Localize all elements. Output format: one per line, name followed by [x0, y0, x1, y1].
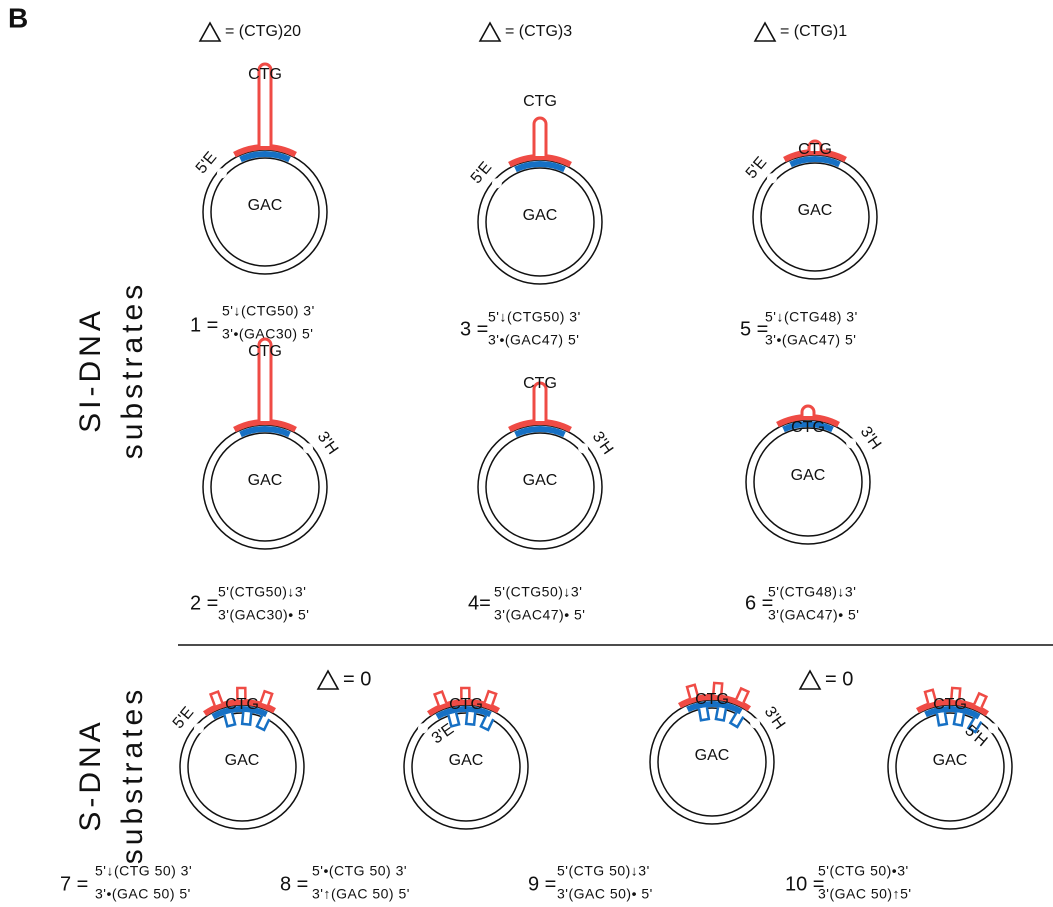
nick	[767, 173, 777, 183]
top-sequence: 5'↓(CTG 50) 3'	[95, 863, 192, 879]
nick	[846, 438, 856, 448]
complement-loop	[224, 713, 235, 727]
bottom-sequence: 3'(GAC47)• 5'	[494, 607, 585, 623]
repeat-label: CTG	[798, 141, 832, 158]
repeat-label: CTG	[449, 696, 483, 713]
delta-label: = 0	[825, 668, 853, 690]
top-sequence: 5'↓(CTG48) 3'	[765, 309, 858, 325]
bottom-sequence: 3'(GAC30)• 5'	[218, 607, 309, 623]
delta-label: = 0	[343, 668, 371, 690]
complement-loop	[448, 713, 459, 727]
group-label: S-DNA	[74, 718, 107, 831]
top-sequence: 5'↓(CTG50) 3'	[488, 309, 581, 325]
delta-symbol	[200, 23, 220, 41]
nick	[217, 168, 227, 178]
group-label: substrates	[116, 686, 149, 864]
delta-symbol	[318, 671, 338, 689]
delta-label: = (CTG)1	[780, 23, 847, 40]
complement-loop	[716, 707, 726, 720]
repeat-label: CTG	[225, 696, 259, 713]
repeat-label: CTG	[248, 343, 282, 360]
group-label: SI-DNA	[74, 307, 107, 433]
bottom-sequence: 3'•(GAC 50) 5'	[95, 886, 191, 902]
delta-symbol	[755, 23, 775, 41]
complement-loop	[242, 712, 251, 725]
repeat-label: CTG	[695, 691, 729, 708]
complement-loop	[730, 713, 743, 727]
substrate-number: 4=	[468, 592, 491, 614]
panel-label: B	[8, 2, 28, 33]
top-sequence: 5'(CTG48)↓3'	[768, 584, 856, 600]
complement-label: GAC	[695, 747, 730, 764]
top-sequence: 5'(CTG 50)•3'	[818, 863, 909, 879]
bottom-sequence: 3'•(GAC47) 5'	[765, 332, 856, 348]
top-sequence: 5'(CTG 50)↓3'	[557, 863, 650, 879]
nick	[578, 443, 588, 453]
hairpin	[534, 118, 546, 156]
complement-loop	[699, 707, 709, 720]
top-sequence: 5'•(CTG 50) 3'	[312, 863, 407, 879]
complement-label: GAC	[523, 207, 558, 224]
nick	[194, 723, 204, 733]
complement-loop	[481, 716, 493, 730]
bottom-sequence: 3'(GAC 50)↑5'	[818, 886, 912, 902]
repeat-loop	[485, 691, 497, 705]
complement-label: GAC	[449, 752, 484, 769]
complement-loop	[257, 716, 269, 730]
complement-loop	[466, 712, 475, 725]
substrate-number: 9 =	[528, 873, 556, 895]
repeat-label: CTG	[523, 93, 557, 110]
top-sequence: 5'(CTG50)↓3'	[218, 584, 306, 600]
bottom-sequence: 3'↑(GAC 50) 5'	[312, 886, 410, 902]
delta-label: = (CTG)20	[225, 23, 301, 40]
top-sequence: 5'↓(CTG50) 3'	[222, 303, 315, 319]
nick	[418, 723, 428, 733]
substrate-number: 7 =	[60, 873, 88, 895]
nick	[750, 718, 760, 728]
delta-symbol	[480, 23, 500, 41]
delta-label: = (CTG)3	[505, 23, 572, 40]
substrate-number: 8 =	[280, 873, 308, 895]
nick	[303, 443, 313, 453]
top-sequence: 5'(CTG50)↓3'	[494, 584, 582, 600]
nick	[988, 723, 998, 733]
figure: B = (CTG)20 = (CTG)3 = (CTG)1 = 0 = 0 SI-DNA s…	[0, 0, 1053, 907]
complement-label: GAC	[523, 472, 558, 489]
complement-label: GAC	[225, 752, 260, 769]
complement-label: GAC	[248, 472, 283, 489]
complement-label: GAC	[791, 467, 826, 484]
repeat-loop	[261, 691, 273, 705]
hairpin	[802, 406, 814, 416]
substrate-number: 2 =	[190, 592, 218, 614]
complement-label: GAC	[933, 752, 968, 769]
bottom-sequence: 3'•(GAC47) 5'	[488, 332, 579, 348]
repeat-label: CTG	[248, 66, 282, 83]
nick	[492, 178, 502, 188]
bottom-sequence: 3'(GAC47)• 5'	[768, 607, 859, 623]
substrate-number: 3 =	[460, 318, 488, 340]
complement-label: GAC	[248, 197, 283, 214]
complement-label: GAC	[798, 202, 833, 219]
repeat-label: CTG	[791, 419, 825, 436]
delta-symbol	[800, 671, 820, 689]
group-label: substrates	[116, 281, 149, 459]
complement-loop	[937, 712, 947, 725]
bottom-sequence: 3'(GAC 50)• 5'	[557, 886, 653, 902]
substrate-number: 1 =	[190, 314, 218, 336]
complement-loop	[954, 712, 964, 725]
repeat-label: CTG	[933, 696, 967, 713]
repeat-label: CTG	[523, 375, 557, 392]
